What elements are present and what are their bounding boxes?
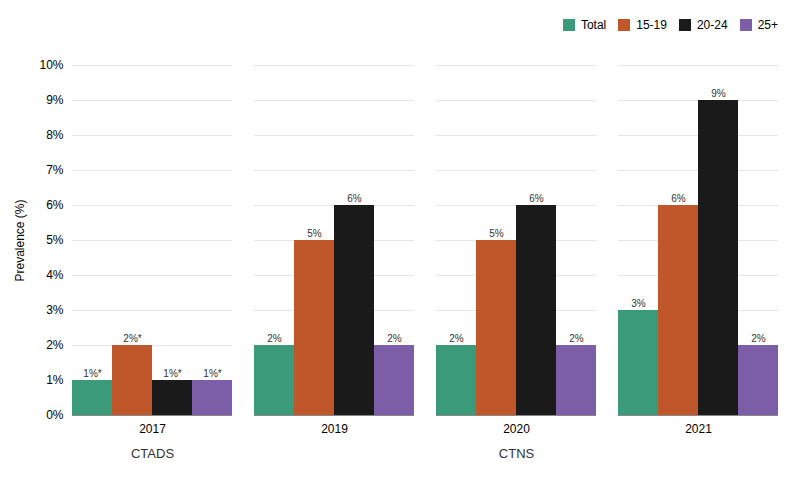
svg-text:3%: 3% [46,303,64,317]
svg-text:4%: 4% [46,268,64,282]
svg-text:5%: 5% [489,228,504,239]
svg-text:5%: 5% [307,228,322,239]
html-text:25+: 25+ [757,17,778,32]
svg-text:0%: 0% [46,408,64,422]
svg-text:9%: 9% [46,93,64,107]
svg-text:1%*: 1%* [83,368,101,379]
svg-text:2%: 2% [267,333,282,344]
svg-text:8%: 8% [46,128,64,142]
svg-text:9%: 9% [711,88,726,99]
svg-text:6%: 6% [671,193,686,204]
svg-text:1%*: 1%* [203,368,221,379]
svg-text:6%: 6% [46,198,64,212]
svg-text:5%: 5% [46,233,64,247]
html-text:20-24: 20-24 [696,17,728,32]
svg-text:7%: 7% [46,163,64,177]
svg-text:2%: 2% [387,333,402,344]
svg-text:2%*: 2%* [123,333,141,344]
svg-text:10%: 10% [39,58,63,72]
svg-text:6%: 6% [347,193,362,204]
svg-text:CTNS: CTNS [499,446,535,461]
svg-text:1%: 1% [46,373,64,387]
svg-text:1%*: 1%* [163,368,181,379]
svg-text:3%: 3% [631,298,646,309]
svg-text:Prevalence (%): Prevalence (%) [13,199,27,281]
svg-text:CTADS: CTADS [131,446,174,461]
svg-text:6%: 6% [529,193,544,204]
svg-text:2%: 2% [751,333,766,344]
html-text:Total: Total [580,17,607,32]
svg-text:2%: 2% [569,333,584,344]
svg-text:2021: 2021 [685,422,712,436]
svg-text:2017: 2017 [139,422,166,436]
html-text:15-19: 15-19 [636,17,667,32]
svg-text:2020: 2020 [503,422,530,436]
svg-text:2%: 2% [449,333,464,344]
svg-text:2019: 2019 [321,422,348,436]
svg-text:2%: 2% [46,338,64,352]
